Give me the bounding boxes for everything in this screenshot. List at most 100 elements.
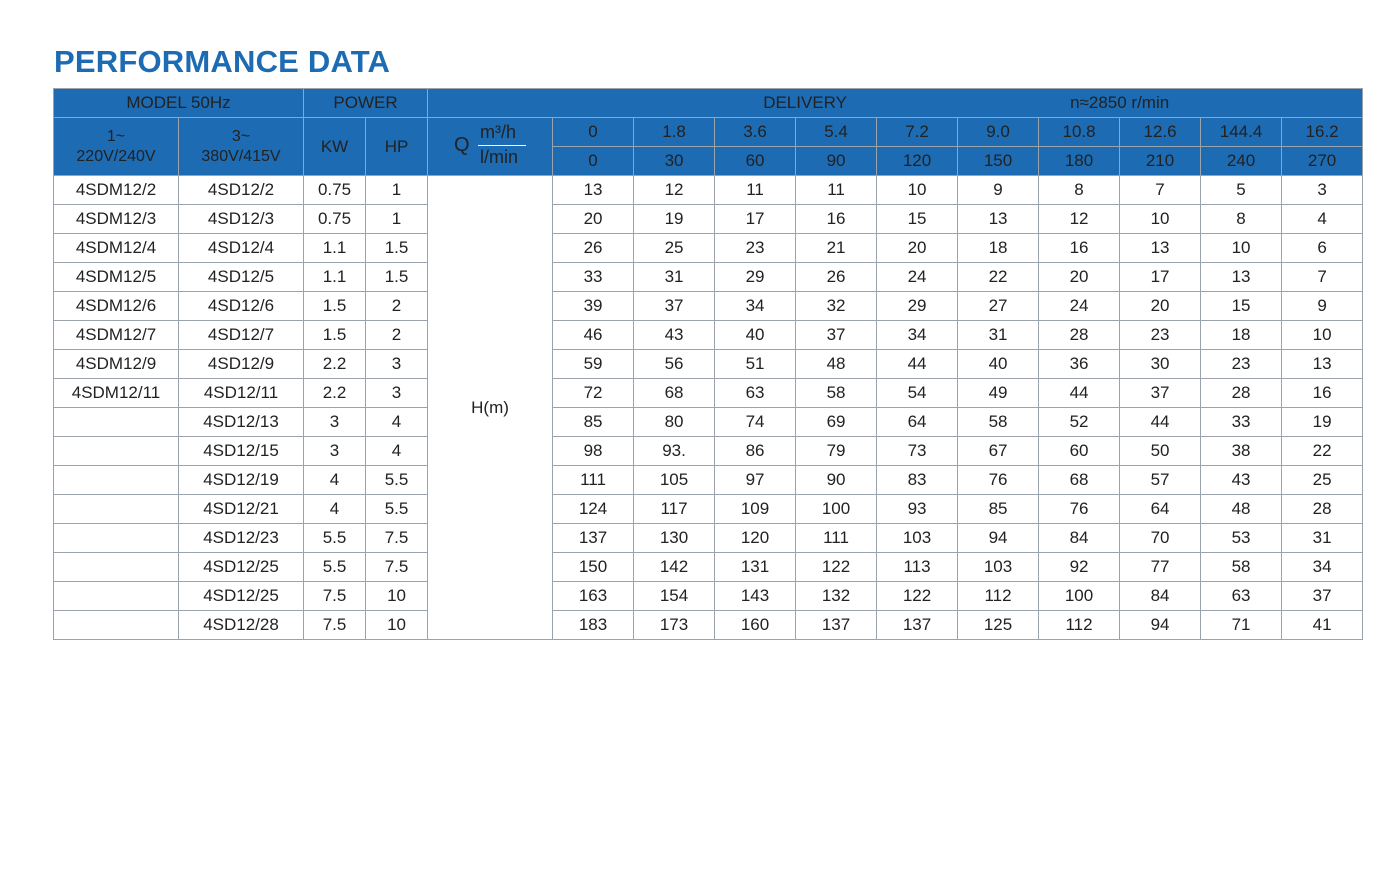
power-kw: 1.1: [303, 262, 367, 292]
head-value: 68: [633, 378, 716, 408]
head-value: 27: [957, 291, 1040, 321]
hp-header: HP: [365, 117, 429, 176]
table-row: 4SDM12/7 4SD12/7 1.5 2 46 43 40 37 34 31 28 23 18 10: [53, 320, 1364, 350]
head-value: 7: [1281, 262, 1364, 292]
power-kw: 4: [303, 494, 367, 524]
head-value: 34: [714, 291, 797, 321]
head-value: 100: [795, 494, 878, 524]
power-kw: 1.5: [303, 291, 367, 321]
single-phase-model: [53, 523, 179, 553]
power-hp: 1: [365, 175, 429, 205]
head-value: 23: [1200, 349, 1283, 379]
head-value: 16: [1038, 233, 1121, 263]
head-value: 80: [633, 407, 716, 437]
table-row: 4SDM12/2 4SD12/2 0.75 1 H(m) 13 12 11 11 10 9 8 7 5 3: [53, 175, 1364, 640]
flow-lmin-cell: 150: [957, 146, 1040, 176]
head-value: 122: [876, 581, 959, 611]
head-value: 131: [714, 552, 797, 582]
three-phase-header: 3~ 380V/415V: [177, 117, 305, 176]
head-value: 73: [876, 436, 959, 466]
head-value: 76: [957, 465, 1040, 495]
header-row-flow-m3h: 1~ 220V/240V 3~ 380V/415V KW HP Q m³/h l…: [53, 117, 1364, 176]
three-phase-model: 4SD12/15: [177, 436, 305, 466]
three-phase-model: 4SD12/3: [177, 204, 305, 234]
head-value: 117: [633, 494, 716, 524]
head-value: 29: [876, 291, 959, 321]
three-phase-model: 4SD12/5: [177, 262, 305, 292]
head-value: 112: [1038, 610, 1121, 640]
head-value: 6: [1281, 233, 1364, 263]
three-phase-model: 4SD12/28: [177, 610, 305, 640]
head-value: 86: [714, 436, 797, 466]
head-value: 9: [957, 175, 1040, 205]
power-kw: 3: [303, 436, 367, 466]
head-value: 44: [1038, 378, 1121, 408]
head-value: 57: [1119, 465, 1202, 495]
head-value: 150: [552, 552, 635, 582]
head-value: 44: [1119, 407, 1202, 437]
head-value: 51: [714, 349, 797, 379]
q-unit-m3h: m³/h: [480, 122, 517, 142]
head-value: 53: [1200, 523, 1283, 553]
head-value: 48: [1200, 494, 1283, 524]
head-value: 12: [1038, 204, 1121, 234]
power-hp: 5.5: [365, 494, 429, 524]
single-phase-line2: 220V/240V: [76, 147, 156, 165]
head-value: 26: [552, 233, 635, 263]
head-value: 33: [552, 262, 635, 292]
head-value: 94: [957, 523, 1040, 553]
head-value: 20: [552, 204, 635, 234]
power-hp: 2: [365, 320, 429, 350]
head-value: 94: [1119, 610, 1202, 640]
head-value: 58: [957, 407, 1040, 437]
flow-lmin-cell: 90: [795, 146, 878, 176]
power-hp: 3: [365, 378, 429, 408]
head-value: 34: [876, 320, 959, 350]
single-phase-model: 4SDM12/7: [53, 320, 179, 350]
head-value: 17: [1119, 262, 1202, 292]
head-value: 37: [1281, 581, 1364, 611]
head-value: 34: [1281, 552, 1364, 582]
flow-m3h-cell: 16.2: [1281, 117, 1364, 147]
head-value: 37: [1119, 378, 1202, 408]
head-value: 40: [957, 349, 1040, 379]
table-row: 4SD12/15 3 4 98 93. 86 79 73 67 60 50 38 22: [53, 436, 1364, 466]
head-value: 109: [714, 494, 797, 524]
head-value: 93.: [633, 436, 716, 466]
head-value: 100: [1038, 581, 1121, 611]
head-value: 52: [1038, 407, 1121, 437]
head-value: 124: [552, 494, 635, 524]
flow-m3h-cell: 144.4: [1200, 117, 1283, 147]
head-value: 69: [795, 407, 878, 437]
head-value: 33: [1200, 407, 1283, 437]
head-value: 29: [714, 262, 797, 292]
head-value: 63: [714, 378, 797, 408]
three-phase-model: 4SD12/25: [177, 552, 305, 582]
power-kw: 7.5: [303, 581, 367, 611]
head-value: 46: [552, 320, 635, 350]
head-value: 43: [633, 320, 716, 350]
head-value: 63: [1200, 581, 1283, 611]
single-phase-model: [53, 494, 179, 524]
head-value: 50: [1119, 436, 1202, 466]
three-phase-model: 4SD12/4: [177, 233, 305, 263]
power-header: POWER: [303, 88, 429, 118]
head-value: 130: [633, 523, 716, 553]
single-phase-model: [53, 581, 179, 611]
head-value: 103: [876, 523, 959, 553]
flow-m3h-cell: 12.6: [1119, 117, 1202, 147]
head-value: 8: [1200, 204, 1283, 234]
flow-m3h-cell: 7.2: [876, 117, 959, 147]
head-value: 79: [795, 436, 878, 466]
flow-lmin-cell: 0: [552, 146, 635, 176]
flow-lmin-cell: 240: [1200, 146, 1283, 176]
power-kw: 5.5: [303, 523, 367, 553]
table-row: 4SD12/25 5.5 7.5 150 142 131 122 113 103 92 77 58 34: [53, 552, 1364, 582]
power-hp: 2: [365, 291, 429, 321]
head-value: 7: [1119, 175, 1202, 205]
power-kw: 2.2: [303, 378, 367, 408]
head-value: 111: [795, 523, 878, 553]
head-value: 142: [633, 552, 716, 582]
three-phase-model: 4SD12/23: [177, 523, 305, 553]
flow-lmin-cell: 180: [1038, 146, 1121, 176]
